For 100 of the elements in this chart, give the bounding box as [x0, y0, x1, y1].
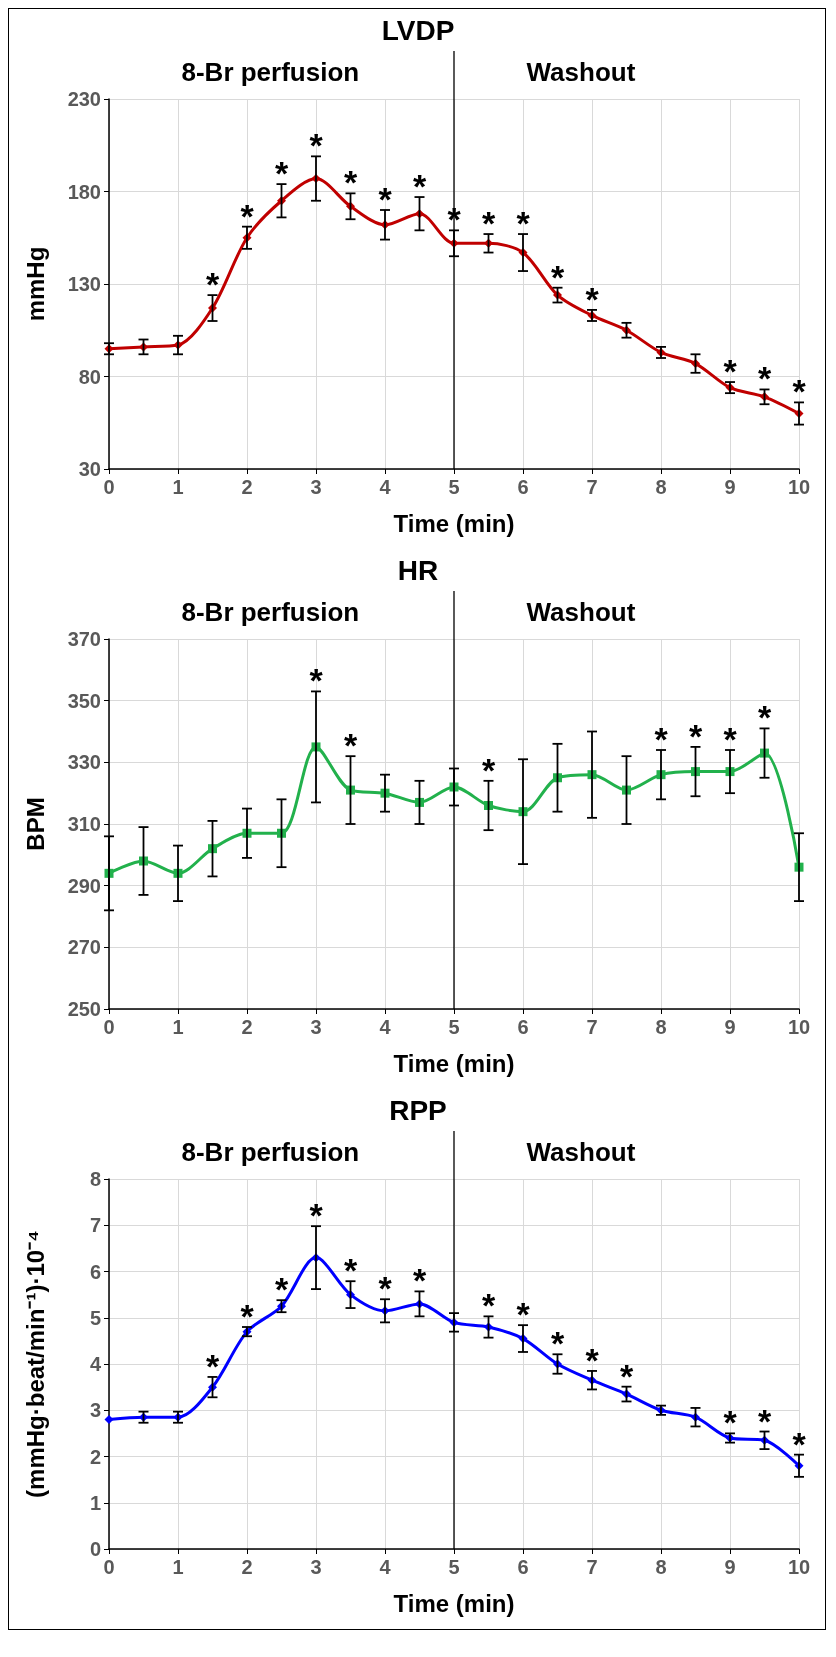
- y-tick-label: 2: [89, 1445, 101, 1468]
- x-tick-label: 6: [517, 1016, 529, 1038]
- x-tick-label: 8: [655, 476, 667, 498]
- annotation: *: [585, 279, 600, 318]
- text: 8-Br perfusion: [181, 597, 360, 627]
- y-tick-label: 130: [67, 273, 101, 295]
- annotation: *: [550, 257, 565, 296]
- y-tick-label: 180: [67, 180, 101, 203]
- annotation: *: [240, 196, 255, 235]
- annotation: *: [550, 1324, 565, 1363]
- x-tick-label: 2: [241, 476, 253, 498]
- y-tick-label: 80: [78, 365, 101, 388]
- annotation: *: [343, 1251, 358, 1290]
- annotation: *: [205, 1346, 220, 1385]
- x-axis-title: Time (min): [393, 1049, 515, 1077]
- y-tick-label: 290: [67, 874, 101, 897]
- text: 8-Br perfusion: [181, 57, 360, 87]
- y-tick-label: 3: [89, 1399, 101, 1422]
- y-tick-label: 330: [67, 751, 101, 774]
- x-tick-label: 0: [103, 476, 115, 498]
- x-tick-label: 7: [586, 1016, 598, 1038]
- x-tick-label: 2: [241, 1016, 253, 1038]
- y-tick-label: 6: [89, 1260, 101, 1283]
- x-tick-label: 10: [787, 476, 811, 498]
- annotation: *: [205, 265, 220, 304]
- chart-title: LVDP: [381, 14, 455, 46]
- y-tick-label: 310: [67, 813, 101, 835]
- annotation: *: [274, 1270, 289, 1309]
- annotation: *: [723, 1403, 738, 1442]
- x-tick-label: 4: [379, 476, 392, 498]
- x-tick-label: 3: [310, 1016, 322, 1038]
- point: [104, 1415, 114, 1424]
- x-tick-label: 7: [586, 476, 598, 498]
- y-tick-label: 1: [89, 1491, 101, 1514]
- annotation: *: [412, 167, 427, 206]
- y-tick-label: 250: [67, 998, 101, 1020]
- y-tick-label: 0: [89, 1538, 101, 1560]
- annotation: *: [516, 204, 531, 243]
- annotation: *: [481, 1286, 496, 1325]
- annotation: *: [585, 1340, 600, 1379]
- y-axis-title: (mmHg·beat/min⁻¹)·10⁻⁴: [21, 1230, 49, 1498]
- x-tick-label: 6: [517, 1556, 529, 1578]
- annotation: *: [481, 204, 496, 243]
- x-tick-label: 10: [787, 1016, 811, 1038]
- annotation: *: [274, 154, 289, 193]
- x-tick-label: 8: [655, 1556, 667, 1578]
- y-tick-label: 230: [67, 88, 101, 110]
- x-tick-label: 4: [379, 1556, 392, 1578]
- x-tick-label: 5: [448, 476, 460, 498]
- x-tick-label: 0: [103, 1016, 115, 1038]
- x-tick-label: 9: [724, 1016, 736, 1038]
- x-tick-label: 9: [724, 1556, 736, 1578]
- annotation: *: [723, 720, 738, 758]
- x-tick-label: 9: [724, 476, 736, 498]
- annotation: *: [723, 352, 738, 391]
- annotation: *: [516, 1295, 531, 1334]
- annotation: *: [688, 716, 703, 755]
- annotation: *: [481, 750, 496, 789]
- text: 8-Br perfusion: [181, 1137, 360, 1167]
- x-axis-title: Time (min): [393, 1589, 515, 1617]
- y-axis-title: mmHg: [21, 246, 49, 322]
- x-tick-label: 1: [172, 1016, 184, 1038]
- y-tick-label: 30: [78, 458, 101, 480]
- chart-title: RPP: [389, 1094, 447, 1126]
- x-tick-label: 7: [586, 1556, 598, 1578]
- y-tick-label: 7: [89, 1214, 101, 1237]
- y-tick-label: 8: [89, 1168, 101, 1190]
- x-tick-label: 8: [655, 1016, 667, 1038]
- x-tick-label: 3: [310, 1556, 322, 1578]
- x-tick-label: 5: [448, 1556, 460, 1578]
- annotation: *: [412, 1261, 427, 1300]
- annotation: *: [343, 726, 358, 765]
- y-tick-label: 270: [67, 936, 101, 959]
- annotation: *: [309, 1196, 324, 1235]
- x-tick-label: 5: [448, 1016, 460, 1038]
- text: Washout: [526, 597, 636, 627]
- annotation: *: [654, 720, 669, 758]
- x-tick-label: 0: [103, 1556, 115, 1578]
- y-tick-label: 350: [67, 689, 101, 712]
- x-tick-label: 1: [172, 1556, 184, 1578]
- x-axis-title: Time (min): [393, 509, 515, 537]
- annotation: *: [619, 1356, 634, 1395]
- annotation: *: [343, 163, 358, 202]
- annotation: *: [240, 1297, 255, 1335]
- annotation: *: [792, 372, 807, 411]
- y-tick-label: 4: [89, 1353, 102, 1375]
- x-tick-label: 4: [379, 1016, 392, 1038]
- y-tick-label: 370: [67, 628, 101, 650]
- annotation: *: [378, 1269, 393, 1308]
- text: Washout: [526, 57, 636, 87]
- annotation: *: [378, 180, 393, 218]
- x-tick-label: 1: [172, 476, 184, 498]
- x-tick-label: 10: [787, 1556, 811, 1578]
- annotation: *: [757, 698, 772, 737]
- x-tick-label: 3: [310, 476, 322, 498]
- annotation: *: [309, 661, 324, 700]
- x-tick-label: 2: [241, 1556, 253, 1578]
- y-axis-title: BPM: [21, 797, 49, 851]
- chart-title: HR: [397, 554, 439, 586]
- annotation: *: [792, 1424, 807, 1463]
